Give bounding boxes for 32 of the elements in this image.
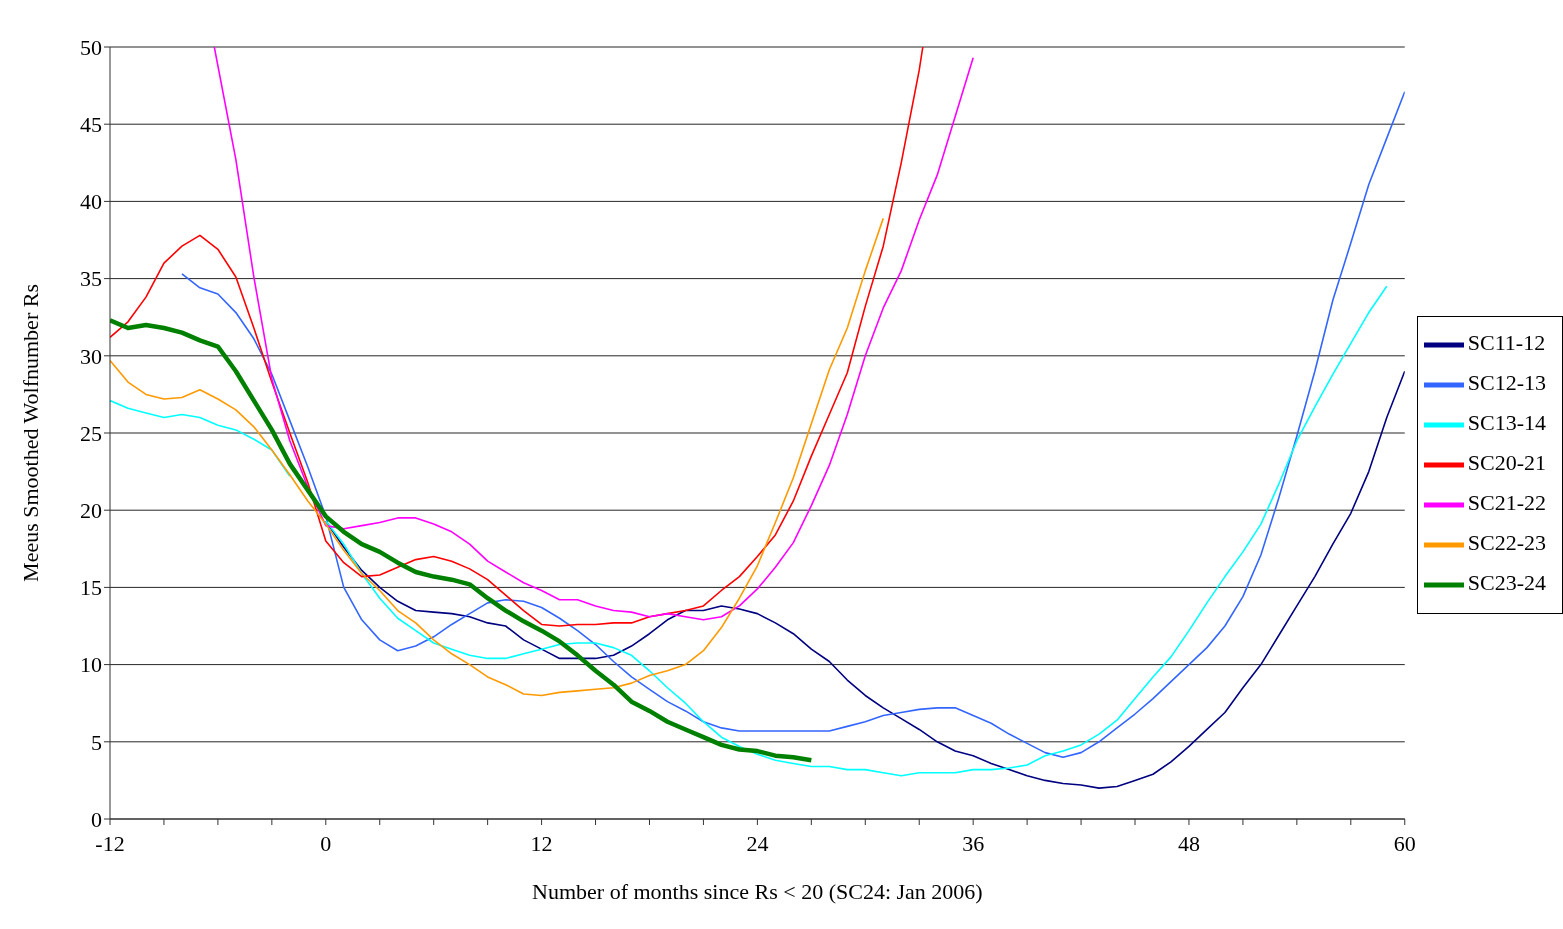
y-tick-label: 0 bbox=[91, 806, 102, 832]
legend-label: SC13-14 bbox=[1467, 409, 1546, 435]
line-series bbox=[181, 90, 1405, 759]
x-tick-label: 48 bbox=[1177, 830, 1200, 856]
legend-label: SC20-21 bbox=[1467, 449, 1546, 475]
y-tick-label: 35 bbox=[80, 266, 102, 292]
y-tick-label: 30 bbox=[80, 343, 102, 369]
line-series bbox=[110, 318, 814, 763]
y-tick-label: 20 bbox=[80, 498, 102, 524]
x-tick-label: 0 bbox=[320, 830, 332, 856]
legend-label: SC12-13 bbox=[1467, 369, 1546, 395]
y-tick-label: 5 bbox=[91, 729, 102, 755]
y-tick-label: 50 bbox=[80, 34, 102, 60]
x-tick-label: 24 bbox=[746, 830, 769, 856]
x-axis-title: Number of months since Rs < 20 (SC24: Jan 2006) bbox=[532, 879, 983, 904]
legend-label: SC11-12 bbox=[1467, 329, 1546, 355]
y-axis-title: Meeus Smoothed Wolfnumber Rs bbox=[17, 284, 43, 582]
y-tick-label: 45 bbox=[80, 112, 102, 138]
legend-label: SC23-24 bbox=[1467, 569, 1546, 595]
x-tick-label: 12 bbox=[530, 830, 553, 856]
x-tick-label: -12 bbox=[95, 830, 125, 856]
line-series bbox=[110, 47, 924, 627]
y-tick-label: 40 bbox=[80, 189, 102, 215]
legend-label: SC22-23 bbox=[1467, 529, 1546, 555]
x-tick-label: 36 bbox=[962, 830, 985, 856]
y-tick-label: 15 bbox=[80, 575, 102, 601]
x-tick-label: 60 bbox=[1393, 830, 1416, 856]
legend-label: SC21-22 bbox=[1467, 489, 1546, 515]
y-tick-label: 25 bbox=[80, 420, 102, 446]
y-tick-label: 10 bbox=[80, 652, 102, 678]
line-series bbox=[213, 47, 974, 621]
line-series bbox=[110, 217, 885, 697]
